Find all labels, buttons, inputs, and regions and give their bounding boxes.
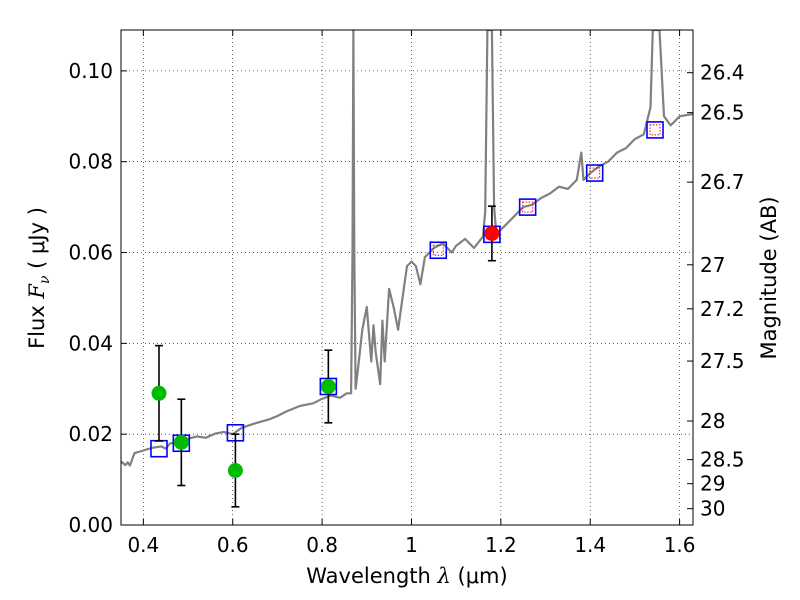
model-photometry-square	[646, 121, 664, 139]
upper-limit-square	[649, 124, 661, 136]
y-axis-subscript: ν	[37, 275, 53, 284]
upper-limit-square	[589, 167, 601, 179]
x-tick-label: 1.4	[574, 533, 606, 557]
tick-layer: 0.4 0.6 0.8 1 1.2 1.4 1.6 0.00 0.02 0.04 0.06 0.08 0…	[68, 30, 745, 557]
model-photometry-square	[429, 241, 448, 260]
marker-layer	[150, 121, 664, 508]
spectrum-series	[121, 30, 693, 467]
magnitude-tick-label: 26.5	[700, 101, 745, 125]
x-tick-label: 1.6	[664, 533, 696, 557]
magnitude-tick-label: 26.7	[700, 170, 745, 194]
x-tick-label: 0.8	[306, 533, 338, 557]
y-tick-label: 0.06	[68, 241, 113, 265]
magnitude-tick-label: 28.5	[700, 448, 745, 472]
spectrum-line	[121, 30, 693, 467]
observed-flux-point	[173, 434, 189, 450]
y-tick-label: 0.00	[68, 513, 113, 537]
observed-flux-point	[227, 463, 243, 479]
x-axis-symbol: λ	[437, 564, 451, 588]
x-axis-label: Wavelength λ (μm)	[306, 564, 507, 588]
x-axis-label-prefix: Wavelength	[306, 564, 437, 588]
grid	[121, 30, 693, 526]
magnitude-tick-label: 28	[700, 409, 725, 433]
y-axis-unit: ( μJy )	[25, 207, 49, 275]
y-tick-label: 0.08	[68, 150, 113, 174]
magnitude-tick-label: 26.4	[700, 61, 745, 85]
y-axis-label: Flux Fν ( μJy )	[25, 207, 53, 349]
model-photometry-square	[585, 164, 604, 182]
magnitude-tick-label: 27.2	[700, 297, 745, 321]
plot-frame	[120, 29, 694, 526]
magnitude-tick-label: 30	[700, 497, 725, 521]
y-tick-label: 0.04	[68, 331, 113, 355]
upper-limit-square	[522, 201, 534, 213]
magnitude-axis-label: Magnitude (AB)	[757, 196, 781, 359]
magnitude-tick-label: 29	[700, 472, 725, 496]
upper-limit-square	[432, 244, 444, 256]
x-tick-label: 0.4	[127, 533, 159, 557]
y-tick-label: 0.02	[68, 422, 113, 446]
observed-flux-point	[151, 385, 167, 401]
magnitude-tick-label: 27.5	[700, 349, 745, 373]
x-tick-label: 1	[405, 533, 418, 557]
y-axis-symbol: F	[25, 283, 49, 300]
model-photometry-square	[518, 198, 537, 216]
magnitude-tick-label: 27	[700, 253, 725, 277]
x-tick-label: 0.6	[217, 533, 249, 557]
y-tick-label: 0.10	[68, 59, 113, 83]
x-tick-label: 1.2	[485, 533, 517, 557]
x-axis-unit: (μm)	[451, 564, 508, 588]
observed-flux-point	[320, 378, 336, 394]
observed-flux-point	[484, 225, 500, 241]
y-axis-label-prefix: Flux	[25, 299, 49, 349]
